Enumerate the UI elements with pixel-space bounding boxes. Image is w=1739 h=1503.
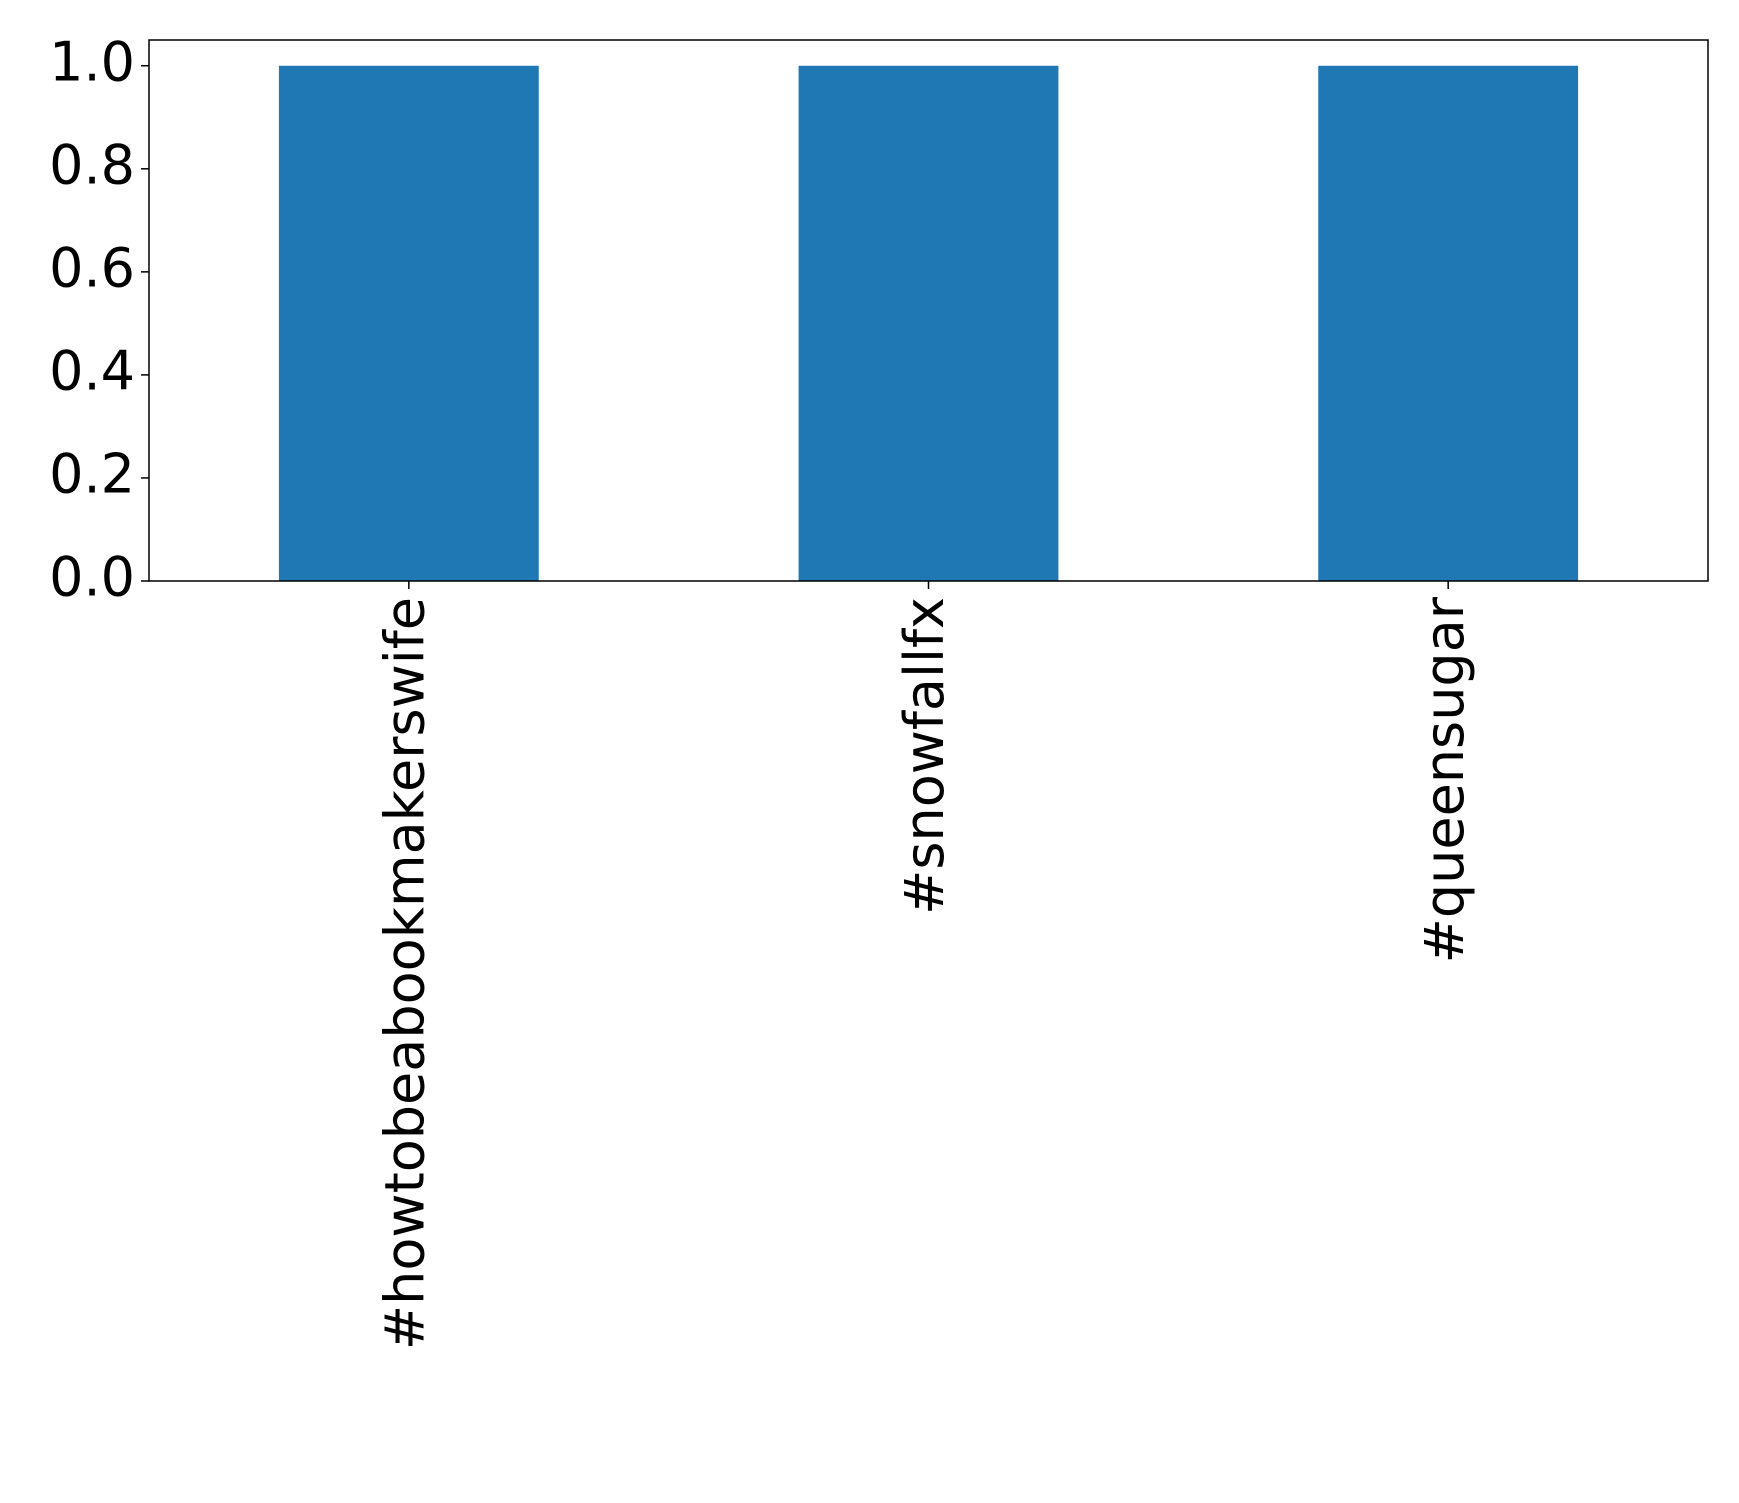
bar: [798, 65, 1059, 581]
y-tick-label: 0.2: [49, 443, 135, 506]
y-tick-label: 0.8: [49, 133, 135, 196]
y-tick-label: 0.6: [49, 236, 135, 299]
x-tick-label: #howtobeabookmakerswife: [373, 597, 436, 1350]
y-tick-label: 0.4: [49, 340, 135, 403]
y-tick-label: 1.0: [49, 30, 135, 93]
y-tick-label: 0.0: [49, 546, 135, 609]
x-tick-label: #queensugar: [1413, 596, 1476, 963]
bar: [278, 65, 539, 581]
plot-frame: [148, 39, 1709, 582]
x-tick-label: #snowfallfx: [893, 597, 956, 915]
bar: [1318, 65, 1579, 581]
